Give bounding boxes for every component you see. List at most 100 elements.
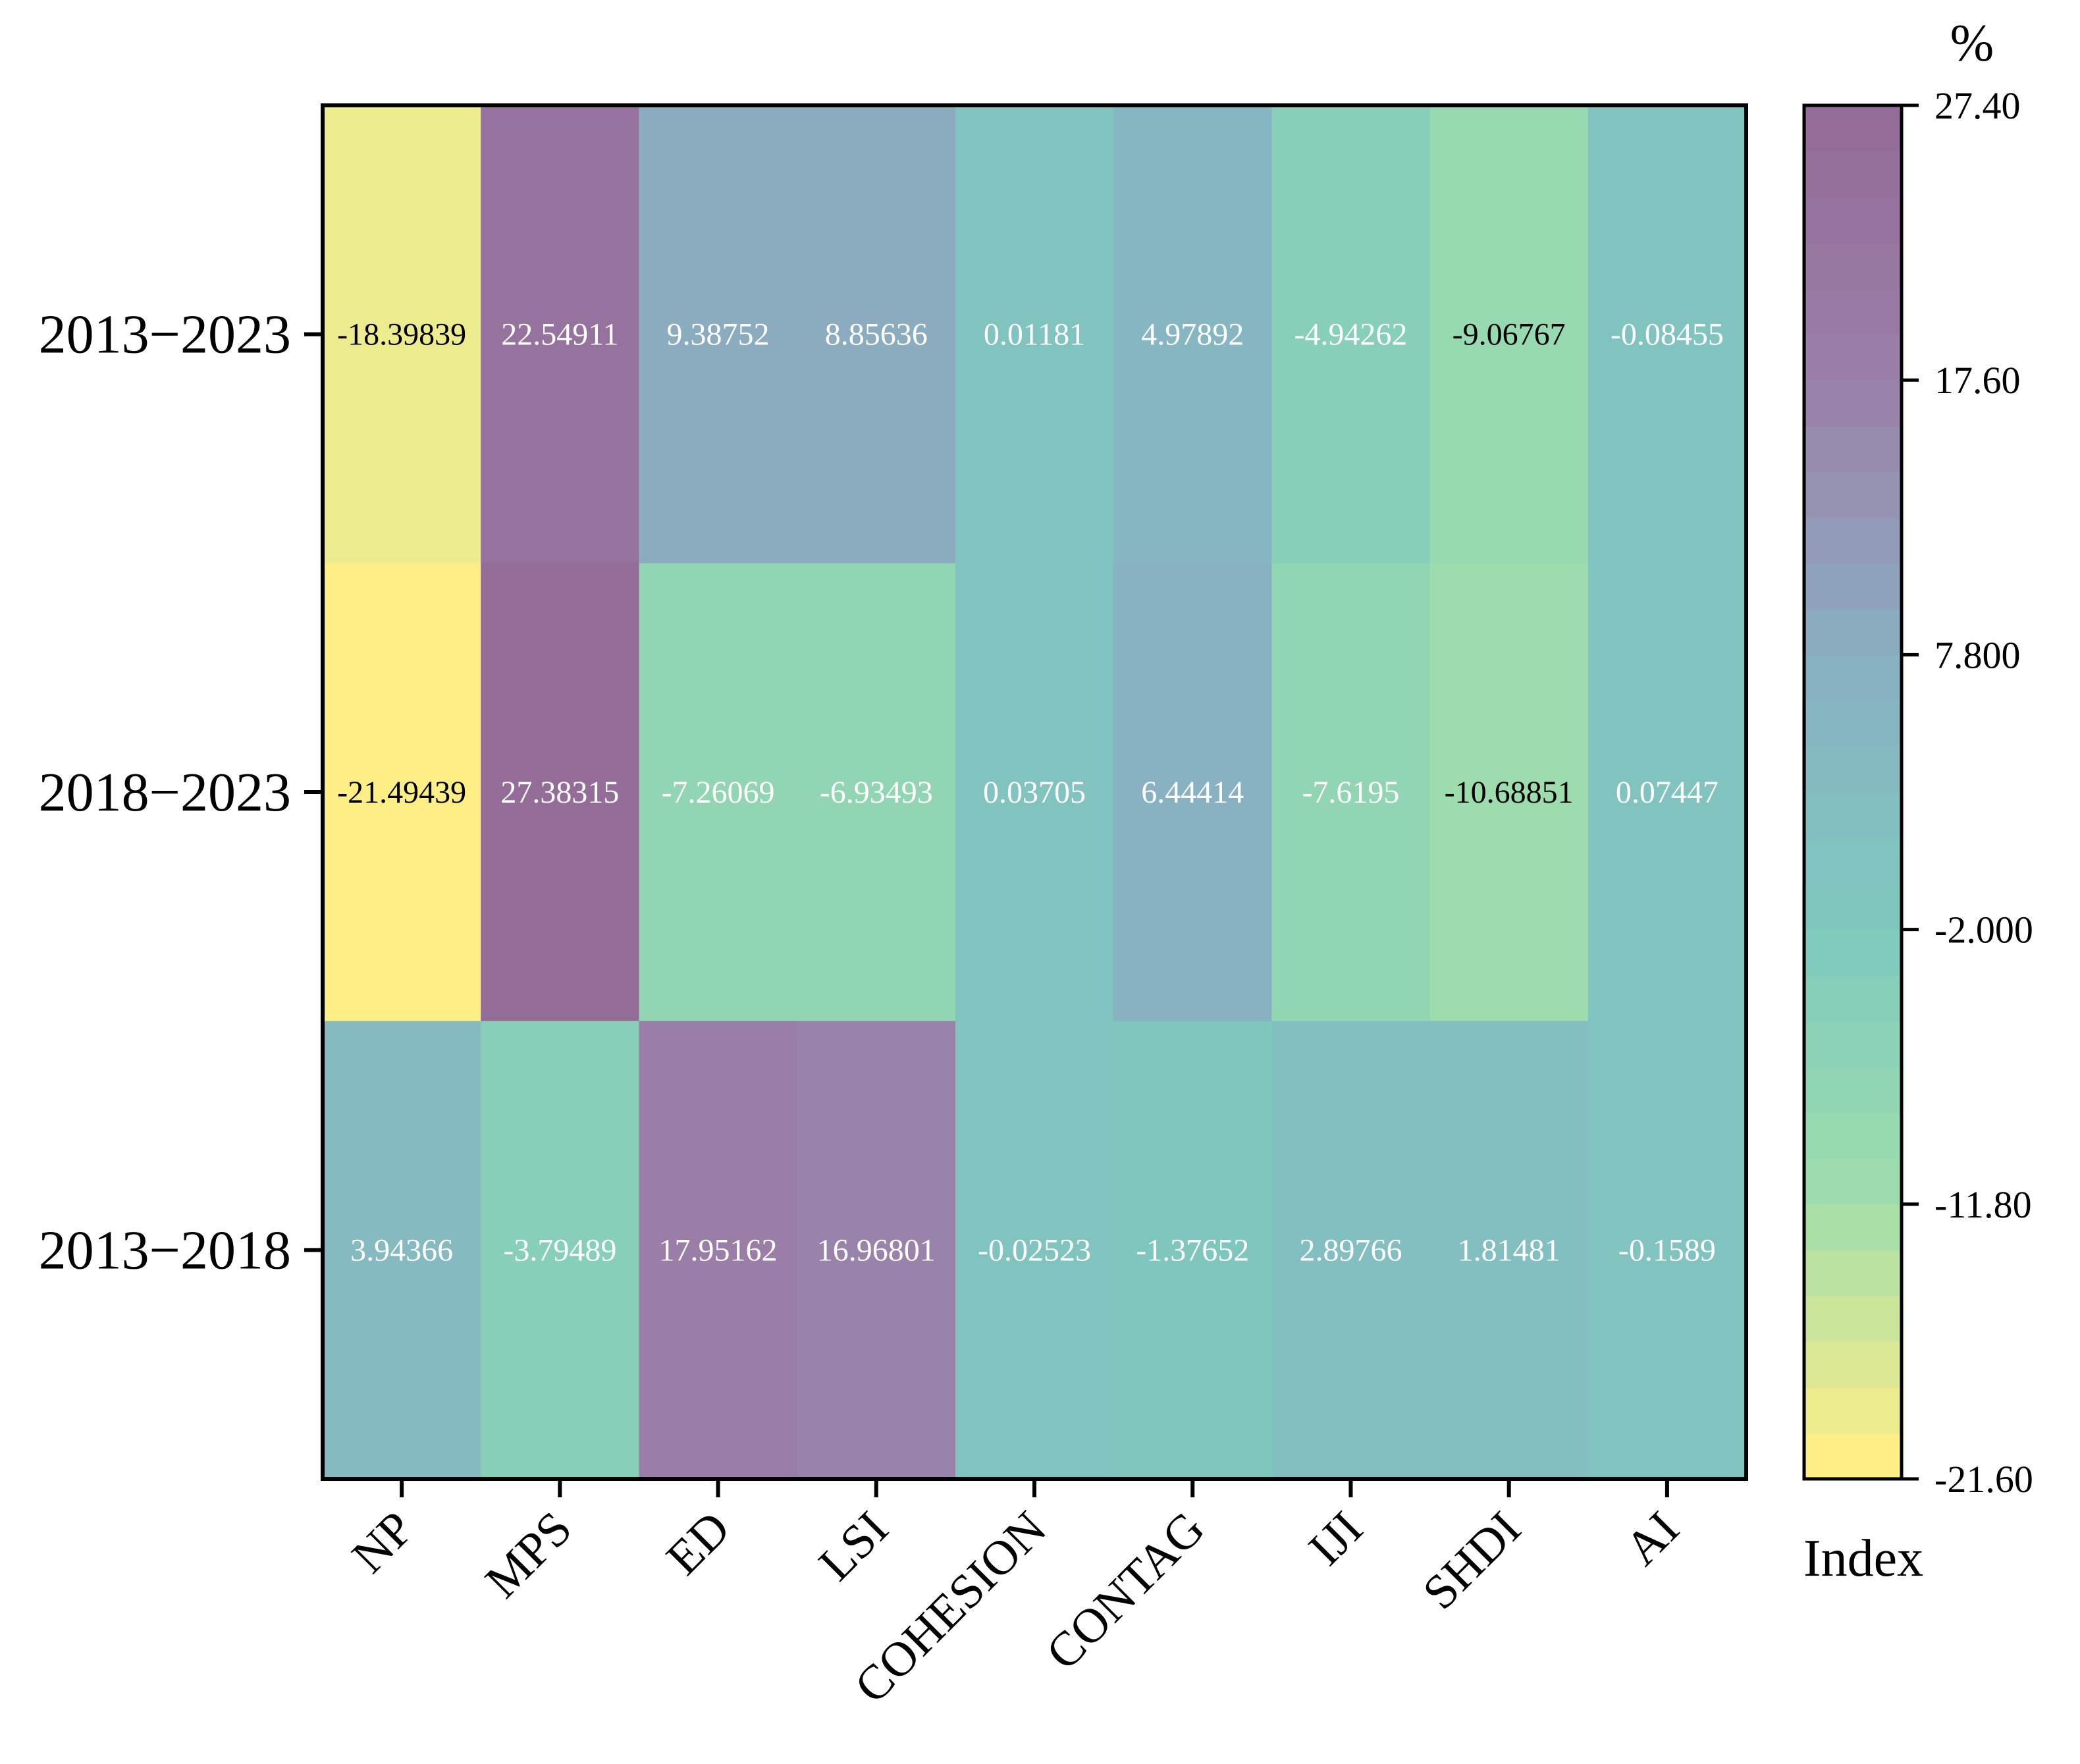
colorbar-step <box>1804 1067 1902 1113</box>
cell-value-label: -21.49439 <box>337 775 466 810</box>
heatmap-cell <box>955 1021 1114 1480</box>
colorbar-step <box>1804 1250 1902 1296</box>
column-label-shdi: SHDI <box>1413 1501 1532 1620</box>
cell-value-label: 8.85636 <box>825 317 928 352</box>
heatmap-cell <box>797 563 956 1022</box>
heatmap-cell <box>1587 563 1747 1022</box>
heatmap-cell <box>323 1021 482 1480</box>
cell-value-label: 3.94366 <box>350 1233 453 1268</box>
colorbar-step <box>1804 1433 1902 1480</box>
heatmap-cell <box>955 563 1114 1022</box>
cell-value-label: 1.81481 <box>1458 1233 1560 1268</box>
cell-value-label: -4.94262 <box>1294 317 1407 352</box>
cell-value-label: -0.1589 <box>1618 1233 1716 1268</box>
heatmap-cell <box>1271 105 1431 564</box>
colorbar-step <box>1804 1204 1902 1251</box>
cell-value-label: 27.38315 <box>500 775 619 810</box>
heatmap-cell <box>639 105 798 564</box>
row-axis: 2013−2023 2018−2023 2013−2018 <box>39 304 323 1281</box>
heatmap-value-labels: -18.39839 22.54911 9.38752 8.85636 0.01181 4.… <box>337 317 1724 1268</box>
column-label-iji: IJI <box>1298 1501 1373 1576</box>
cell-value-label: 2.89766 <box>1299 1233 1402 1268</box>
colorbar-tick-label: -2.000 <box>1934 909 2033 951</box>
colorbar-step <box>1804 1021 1902 1067</box>
colorbar-step <box>1804 197 1902 244</box>
heatmap-cell <box>797 105 956 564</box>
heatmap-cell <box>323 563 482 1022</box>
row-label-2013-2023: 2013−2023 <box>39 304 291 365</box>
heatmap-cell <box>1429 105 1589 564</box>
colorbar-tick-label: -11.80 <box>1934 1183 2032 1226</box>
cell-value-label: -10.68851 <box>1445 775 1574 810</box>
cell-value-label: 6.44414 <box>1141 775 1244 810</box>
heatmap-cell <box>1271 1021 1431 1480</box>
cell-value-label: 9.38752 <box>667 317 770 352</box>
colorbar-step <box>1804 471 1902 518</box>
colorbar-step <box>1804 380 1902 427</box>
heatmap-cell <box>481 1021 640 1480</box>
colorbar-tick-label: 17.60 <box>1934 359 2021 402</box>
colorbar-step <box>1804 517 1902 564</box>
cell-value-label: -18.39839 <box>337 317 466 352</box>
colorbar-tick-label: 7.800 <box>1934 633 2021 676</box>
colorbar-step <box>1804 1387 1902 1434</box>
column-label-mps: MPS <box>475 1501 583 1609</box>
heatmap-cell <box>1429 1021 1589 1480</box>
row-label-2013-2018: 2013−2018 <box>39 1219 291 1281</box>
colorbar-step <box>1804 655 1902 701</box>
heatmap-cell <box>481 105 640 564</box>
heatmap-cells <box>323 105 1747 1480</box>
colorbar-unit: % <box>1950 14 1994 72</box>
cell-value-label: -7.26069 <box>662 775 775 810</box>
colorbar-step <box>1804 975 1902 1022</box>
colorbar-title: Index <box>1803 1530 1923 1588</box>
heatmap-cell <box>1587 105 1747 564</box>
colorbar-step <box>1804 792 1902 839</box>
heatmap-cell <box>1271 563 1431 1022</box>
colorbar-step <box>1804 425 1902 473</box>
colorbar-step <box>1804 838 1902 884</box>
cell-value-label: -3.79489 <box>503 1233 616 1268</box>
heatmap-cell <box>955 105 1114 564</box>
colorbar-step <box>1804 151 1902 198</box>
colorbar-step <box>1804 1158 1902 1205</box>
colorbar-step <box>1804 242 1902 289</box>
cell-value-label: -9.06767 <box>1453 317 1566 352</box>
colorbar-step <box>1804 105 1902 152</box>
column-label-np: NP <box>342 1501 424 1584</box>
heatmap-cell <box>481 563 640 1022</box>
cell-value-label: 17.95162 <box>659 1233 778 1268</box>
heatmap-cell <box>797 1021 956 1480</box>
colorbar-tick-label: -21.60 <box>1934 1458 2033 1501</box>
cell-value-label: -6.93493 <box>820 775 933 810</box>
cell-value-label: 0.03705 <box>983 775 1086 810</box>
colorbar-step <box>1804 608 1902 656</box>
cell-value-label: 22.54911 <box>501 317 618 352</box>
colorbar-step <box>1804 563 1902 610</box>
heatmap-cell <box>1113 105 1273 564</box>
heatmap-cell <box>1587 1021 1747 1480</box>
cell-value-label: 16.96801 <box>817 1233 936 1268</box>
colorbar-step <box>1804 746 1902 793</box>
colorbar-step <box>1804 1341 1902 1388</box>
colorbar-step <box>1804 700 1902 747</box>
colorbar: 27.40 17.60 7.800 -2.000 -11.80 -21.60 <box>1802 84 2033 1501</box>
colorbar-frame <box>1802 103 1904 1481</box>
heatmap-cell <box>323 105 482 564</box>
column-label-ed: ED <box>656 1501 741 1586</box>
cell-value-label: -0.02523 <box>978 1233 1091 1268</box>
cell-value-label: -7.6195 <box>1302 775 1399 810</box>
colorbar-tick-label: 27.40 <box>1934 84 2021 127</box>
heatmap-cell <box>1429 563 1589 1022</box>
heatmap-cell <box>639 1021 798 1480</box>
cell-value-label: 4.97892 <box>1141 317 1244 352</box>
colorbar-step <box>1804 929 1902 976</box>
cell-value-label: -0.08455 <box>1611 317 1724 352</box>
colorbar-step <box>1804 1295 1902 1343</box>
heatmap-cell <box>1113 1021 1273 1480</box>
colorbar-step <box>1804 288 1902 335</box>
heatmap-cell <box>1113 563 1273 1022</box>
colorbar-step <box>1804 884 1902 930</box>
